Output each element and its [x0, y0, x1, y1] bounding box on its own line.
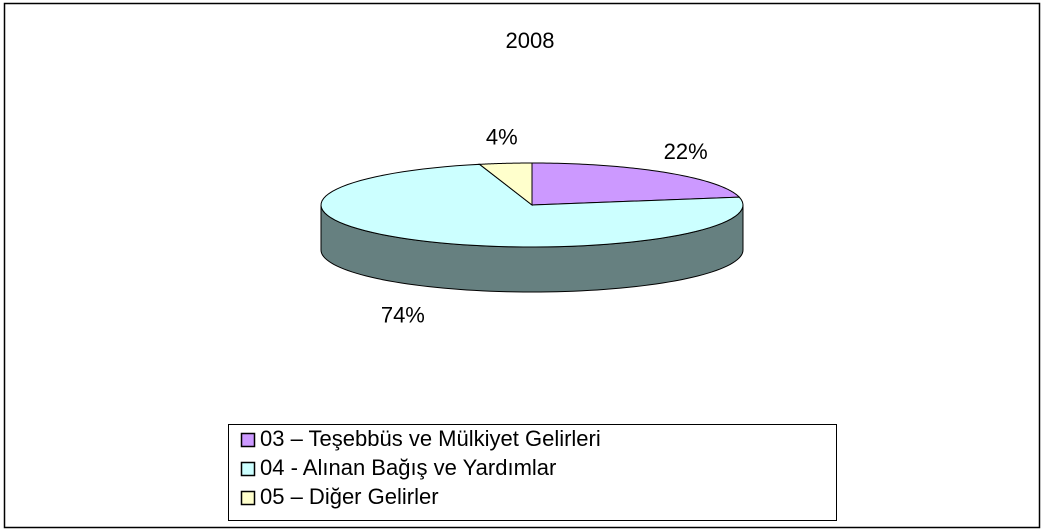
chart-title: 2008	[506, 28, 555, 53]
legend-label: 03 – Teşebbüs ve Mülkiyet Gelirleri	[260, 426, 601, 451]
data-label: 4%	[486, 124, 518, 149]
pie-slice	[531, 162, 741, 206]
legend-label: 04 - Alınan Bağış ve Yardımlar	[260, 455, 556, 480]
pie-slice	[320, 163, 744, 248]
legend-swatch	[240, 461, 256, 477]
data-label: 22%	[664, 139, 708, 164]
pie-slice	[478, 162, 533, 207]
legend-swatch	[240, 432, 256, 448]
legend-box	[228, 424, 837, 521]
data-label: 74%	[381, 302, 425, 327]
legend-swatch	[240, 490, 256, 506]
legend-label: 05 – Diğer Gelirler	[260, 484, 439, 509]
